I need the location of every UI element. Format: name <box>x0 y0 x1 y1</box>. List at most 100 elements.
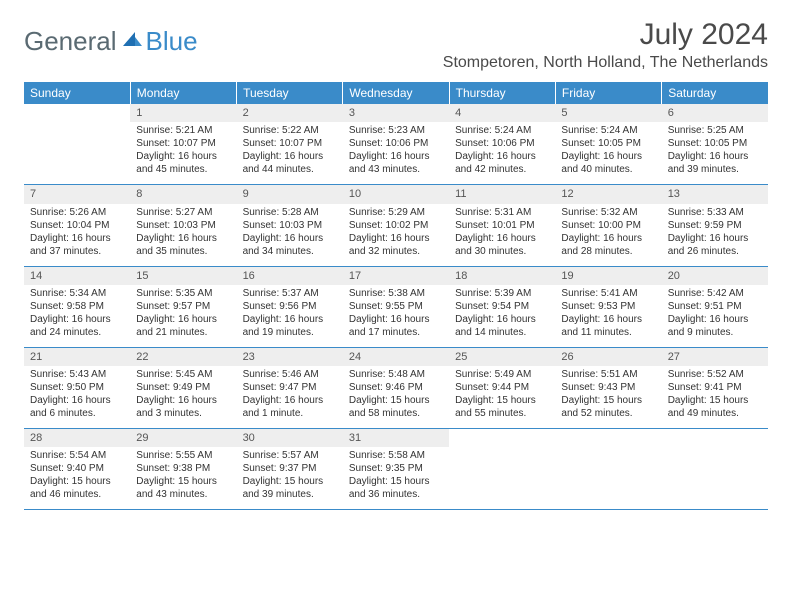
day-number: 15 <box>130 267 236 285</box>
day-info-line: and 28 minutes. <box>561 245 655 258</box>
day-info-line: Sunset: 9:56 PM <box>243 300 337 313</box>
day-info-line: Sunrise: 5:22 AM <box>243 124 337 137</box>
day-info-line: Daylight: 16 hours <box>136 394 230 407</box>
day-info-line: Sunset: 10:05 PM <box>668 137 762 150</box>
day-number: 23 <box>237 348 343 366</box>
day-number: 19 <box>555 267 661 285</box>
day-number: 14 <box>24 267 130 285</box>
day-info-line: Daylight: 16 hours <box>455 232 549 245</box>
weekday-header: Thursday <box>449 82 555 104</box>
day-info-line: and 58 minutes. <box>349 407 443 420</box>
day-info-line: Daylight: 15 hours <box>455 394 549 407</box>
calendar-day-cell: 4Sunrise: 5:24 AMSunset: 10:06 PMDayligh… <box>449 104 555 185</box>
day-content: Sunrise: 5:37 AMSunset: 9:56 PMDaylight:… <box>237 285 343 347</box>
day-info-line: Sunrise: 5:48 AM <box>349 368 443 381</box>
calendar-day-cell: 5Sunrise: 5:24 AMSunset: 10:05 PMDayligh… <box>555 104 661 185</box>
day-info-line: Sunset: 9:47 PM <box>243 381 337 394</box>
day-info-line: Sunset: 9:57 PM <box>136 300 230 313</box>
day-info-line: Sunrise: 5:23 AM <box>349 124 443 137</box>
day-content: Sunrise: 5:58 AMSunset: 9:35 PMDaylight:… <box>343 447 449 509</box>
day-content: Sunrise: 5:55 AMSunset: 9:38 PMDaylight:… <box>130 447 236 509</box>
day-info-line: Sunset: 9:40 PM <box>30 462 124 475</box>
day-number: 6 <box>662 104 768 122</box>
day-info-line: and 26 minutes. <box>668 245 762 258</box>
day-info-line: and 14 minutes. <box>455 326 549 339</box>
day-number: 13 <box>662 185 768 203</box>
day-number: 28 <box>24 429 130 447</box>
day-content: Sunrise: 5:54 AMSunset: 9:40 PMDaylight:… <box>24 447 130 509</box>
day-content: Sunrise: 5:24 AMSunset: 10:06 PMDaylight… <box>449 122 555 184</box>
day-info-line: and 3 minutes. <box>136 407 230 420</box>
day-info-line: and 37 minutes. <box>30 245 124 258</box>
day-info-line: Sunset: 10:01 PM <box>455 219 549 232</box>
day-info-line: Sunrise: 5:34 AM <box>30 287 124 300</box>
day-content: Sunrise: 5:52 AMSunset: 9:41 PMDaylight:… <box>662 366 768 428</box>
day-info-line: Sunrise: 5:39 AM <box>455 287 549 300</box>
calendar-day-cell <box>555 429 661 510</box>
day-content: Sunrise: 5:51 AMSunset: 9:43 PMDaylight:… <box>555 366 661 428</box>
day-content: Sunrise: 5:25 AMSunset: 10:05 PMDaylight… <box>662 122 768 184</box>
logo-text-general: General <box>24 26 117 57</box>
day-info-line: Daylight: 15 hours <box>243 475 337 488</box>
title-block: July 2024 Stompetoren, North Holland, Th… <box>443 18 768 72</box>
calendar-day-cell: 28Sunrise: 5:54 AMSunset: 9:40 PMDayligh… <box>24 429 130 510</box>
day-info-line: Daylight: 16 hours <box>455 313 549 326</box>
day-info-line: and 49 minutes. <box>668 407 762 420</box>
calendar-day-cell: 30Sunrise: 5:57 AMSunset: 9:37 PMDayligh… <box>237 429 343 510</box>
day-info-line: Daylight: 15 hours <box>349 475 443 488</box>
calendar-week-row: 1Sunrise: 5:21 AMSunset: 10:07 PMDayligh… <box>24 104 768 185</box>
day-info-line: Sunset: 9:55 PM <box>349 300 443 313</box>
day-info-line: Sunrise: 5:45 AM <box>136 368 230 381</box>
weekday-header: Sunday <box>24 82 130 104</box>
day-content: Sunrise: 5:31 AMSunset: 10:01 PMDaylight… <box>449 204 555 266</box>
calendar-day-cell: 24 Sunrise: 5:48 AMSunset: 9:46 PMDayligh… <box>343 347 449 428</box>
day-info-line: and 43 minutes. <box>349 163 443 176</box>
calendar-week-row: 14Sunrise: 5:34 AMSunset: 9:58 PMDayligh… <box>24 266 768 347</box>
calendar-day-cell: 21Sunrise: 5:43 AMSunset: 9:50 PMDayligh… <box>24 347 130 428</box>
day-info-line: Daylight: 16 hours <box>668 232 762 245</box>
day-info-line: Sunrise: 5:29 AM <box>349 206 443 219</box>
day-info-line: Daylight: 16 hours <box>349 232 443 245</box>
day-info-line: and 30 minutes. <box>455 245 549 258</box>
day-info-line: Sunset: 10:06 PM <box>455 137 549 150</box>
day-info-line: and 1 minute. <box>243 407 337 420</box>
day-number: 17 <box>343 267 449 285</box>
day-info-line: Daylight: 15 hours <box>561 394 655 407</box>
day-info-line: Sunset: 9:53 PM <box>561 300 655 313</box>
day-content: Sunrise: 5:46 AMSunset: 9:47 PMDaylight:… <box>237 366 343 428</box>
day-number: 11 <box>449 185 555 203</box>
logo: General Blue <box>24 26 198 57</box>
day-info-line: Sunrise: 5:28 AM <box>243 206 337 219</box>
day-number: 24 <box>343 348 449 366</box>
day-info-line: Daylight: 16 hours <box>243 313 337 326</box>
day-content: Sunrise: 5:33 AMSunset: 9:59 PMDaylight:… <box>662 204 768 266</box>
day-content: Sunrise: 5:21 AMSunset: 10:07 PMDaylight… <box>130 122 236 184</box>
day-content: Sunrise: 5:45 AMSunset: 9:49 PMDaylight:… <box>130 366 236 428</box>
day-info-line: and 40 minutes. <box>561 163 655 176</box>
day-info-line: Daylight: 16 hours <box>561 232 655 245</box>
logo-sail-icon <box>121 28 143 55</box>
day-info-line: and 46 minutes. <box>30 488 124 501</box>
day-info-line: Sunrise: 5:54 AM <box>30 449 124 462</box>
day-info-line: and 19 minutes. <box>243 326 337 339</box>
day-info-line: Sunset: 10:02 PM <box>349 219 443 232</box>
day-info-line: Sunrise: 5:37 AM <box>243 287 337 300</box>
day-info-line: Daylight: 15 hours <box>136 475 230 488</box>
day-number: 8 <box>130 185 236 203</box>
calendar-day-cell: 25Sunrise: 5:49 AMSunset: 9:44 PMDayligh… <box>449 347 555 428</box>
day-info-line: Sunset: 9:46 PM <box>349 381 443 394</box>
day-info-line: Sunrise: 5:51 AM <box>561 368 655 381</box>
calendar-day-cell: 15Sunrise: 5:35 AMSunset: 9:57 PMDayligh… <box>130 266 236 347</box>
day-info-line: Daylight: 16 hours <box>561 313 655 326</box>
day-content: Sunrise: 5:29 AMSunset: 10:02 PMDaylight… <box>343 204 449 266</box>
day-info-line: Daylight: 15 hours <box>668 394 762 407</box>
calendar-day-cell <box>662 429 768 510</box>
calendar-day-cell: 10Sunrise: 5:29 AMSunset: 10:02 PMDaylig… <box>343 185 449 266</box>
day-number: 3 <box>343 104 449 122</box>
day-number: 30 <box>237 429 343 447</box>
day-content: Sunrise: 5:24 AMSunset: 10:05 PMDaylight… <box>555 122 661 184</box>
day-content-empty <box>662 447 768 507</box>
calendar-day-cell: 19Sunrise: 5:41 AMSunset: 9:53 PMDayligh… <box>555 266 661 347</box>
day-info-line: Daylight: 15 hours <box>349 394 443 407</box>
day-number-empty <box>449 429 555 447</box>
